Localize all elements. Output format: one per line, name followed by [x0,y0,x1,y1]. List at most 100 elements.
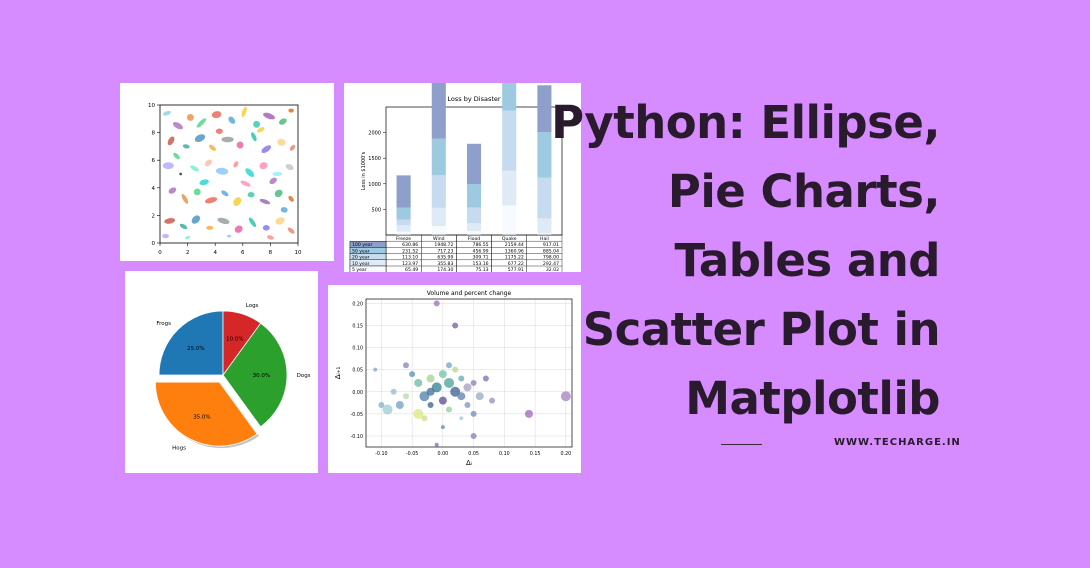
ellipse-mark [191,215,201,224]
pie-pct-label: 30.0% [253,373,270,379]
ellipse-mark [162,162,174,170]
table-cell: 75.13 [475,267,488,272]
volume-scatter-chart: Volume and percent change -0.10 -0.05 0.00 0… [334,290,573,467]
ellipse-mark [186,113,194,121]
ellipse-mark [168,187,177,194]
scatter-point [409,371,416,378]
pie-slice [154,381,258,447]
y-tick-label: 0.10 [352,346,363,352]
scatter-point [452,322,459,329]
ellipse-mark [288,195,294,202]
table-cell: 1948.72 [434,242,453,248]
scatter-point [440,425,445,430]
x-tick-label: 8 [269,250,273,256]
pie-slice [222,310,262,377]
pie-label: Dogs [297,373,311,379]
ellipse-mark [240,180,251,187]
y-tick-label: -0.05 [351,412,363,418]
scatter-point [378,402,385,409]
bar-segment [396,175,411,208]
ellipse-marks [162,106,296,240]
y-tick-label: 1000 [368,182,381,188]
bar-segment [466,207,482,224]
scatter-point [444,377,455,388]
ellipse-mark [241,106,247,118]
ellipse-mark [221,136,234,143]
scatter-point [446,406,453,413]
ellipse-mark [280,207,288,213]
table-row-label-cell [349,265,387,272]
table-row-label: 10 year [352,261,370,267]
y-tick-label: 1500 [368,156,381,162]
bar-segment [537,218,552,234]
scatter-point [402,362,409,369]
ellipse-mark [215,167,229,175]
ellipse-mark [278,118,287,125]
y-tick-label: 2000 [368,131,381,137]
y-tick-label: 0.00 [352,390,363,396]
chart-title: Volume and percent change [427,290,512,297]
ellipse-chart-card: 0 2 4 6 8 10 0 2 4 6 8 10 [120,83,334,261]
bar-segment [466,223,482,232]
bar-segment [502,83,517,111]
scatter-point [475,392,484,401]
ellipse-mark [274,189,283,198]
ellipse-mark [217,217,230,225]
y-tick-label: 4 [152,186,156,192]
site-url[interactable]: WWW.TECHARGE.IN [834,437,961,448]
scatter-point [382,404,393,415]
divider-rule [721,444,762,445]
ellipse-mark [267,235,274,240]
ellipse-mark [194,134,206,143]
table-cell: 798.00 [543,255,559,261]
ellipse-mark [269,177,277,185]
ellipse-mark [288,108,294,113]
scatter-point [427,402,434,409]
ellipse-mark [233,197,242,207]
scatter-point [560,391,571,402]
ellipse-mark [262,225,270,231]
ellipse-mark [196,118,207,128]
scatter-point [373,367,378,372]
bar-segment [431,226,446,235]
x-tick-label: 0.20 [561,451,572,457]
x-tick-label: 4 [213,250,217,256]
table-cell: 309.71 [473,255,489,261]
ellipse-mark [164,218,176,224]
scatter-point [426,387,435,396]
table-header: Flood [468,236,481,242]
y-tick-label: 0.20 [352,301,363,307]
loss-by-disaster-chart: Loss by Disaster Loss in $1000's 500 1000 15… [349,83,563,272]
bar-segment [537,233,552,235]
pie-chart-card: 25.0% Frogs 35.0% Hogs 30.0% Dogs 10.0% Logs [125,271,318,473]
x-tick-label: -0.05 [406,451,418,457]
y-tick-label: 2 [152,213,156,219]
y-axis-label: Δᵢ₊₁ [334,367,342,380]
ellipse-mark [248,217,257,227]
table-cell: 630.86 [402,242,418,248]
y-axis-label: Loss in $1000's [361,151,367,190]
y-tick-label: -0.10 [351,434,363,440]
ellipse-mark [199,179,209,186]
ellipse-mark [287,227,295,234]
scatter-point [470,379,477,386]
ellipse-mark [182,144,190,149]
ellipse-mark [234,225,243,233]
scatter-point [470,432,477,439]
pie-chart: 25.0% Frogs 35.0% Hogs 30.0% Dogs 10.0% Logs [154,303,311,452]
pie-pct-label: 10.0% [226,336,243,342]
table-cell: 1360.96 [505,248,524,254]
pie-pct-label: 25.0% [187,346,204,352]
pie-label: Logs [246,303,259,309]
table-row-label: 50 year [352,248,370,254]
bar-segment [431,138,446,176]
y-tick-label: 500 [371,207,381,213]
ellipse-mark [206,225,214,230]
table-cell: 292.47 [543,261,559,267]
table-cell: 32.02 [546,267,559,272]
scatter-point [463,383,472,392]
x-tick-label: 10 [295,250,302,256]
ellipse-mark [236,141,244,149]
table-cell: 355.83 [437,261,453,267]
scatter-point [419,391,430,402]
